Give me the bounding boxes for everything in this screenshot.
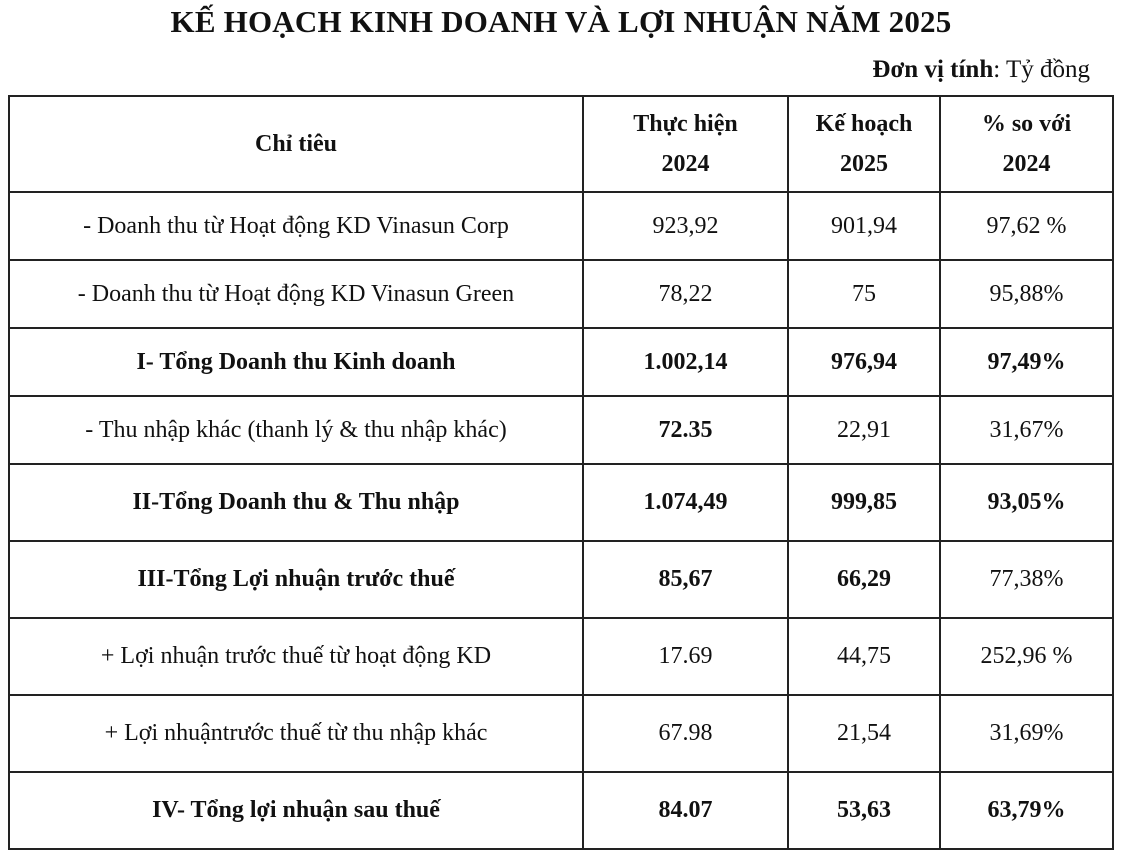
header-percent-vs-2024: % so với 2024 bbox=[939, 95, 1114, 193]
table-header-row: Chỉ tiêu Thực hiện 2024 Kế hoạch 2025 % so… bbox=[8, 95, 1114, 193]
header-chi-tieu: Chỉ tiêu bbox=[8, 95, 584, 193]
header-line: % so với bbox=[981, 111, 1072, 137]
row-label: - Doanh thu từ Hoạt động KD Vinasun Corp bbox=[8, 191, 584, 261]
business-plan-table: Chỉ tiêu Thực hiện 2024 Kế hoạch 2025 % so… bbox=[8, 95, 1114, 850]
cell-actual-2024: 85,67 bbox=[582, 540, 789, 619]
row-label: + Lợi nhuậntrước thuế từ thu nhập khác bbox=[8, 694, 584, 773]
row-label: III-Tổng Lợi nhuận trước thuế bbox=[8, 540, 584, 619]
cell-actual-2024: 1.002,14 bbox=[582, 327, 789, 397]
table-row: III-Tổng Lợi nhuận trước thuế 85,67 66,2… bbox=[8, 540, 1114, 619]
unit-note: Đơn vị tính: Tỷ đồng bbox=[872, 56, 1090, 84]
row-label: II-Tổng Doanh thu & Thu nhập bbox=[8, 463, 584, 542]
cell-actual-2024: 67.98 bbox=[582, 694, 789, 773]
cell-plan-2025: 22,91 bbox=[787, 395, 941, 465]
cell-actual-2024: 17.69 bbox=[582, 617, 789, 696]
unit-label: Đơn vị tính bbox=[872, 56, 994, 83]
cell-plan-2025: 66,29 bbox=[787, 540, 941, 619]
cell-plan-2025: 53,63 bbox=[787, 771, 941, 850]
cell-actual-2024: 1.074,49 bbox=[582, 463, 789, 542]
row-label: + Lợi nhuận trước thuế từ hoạt động KD bbox=[8, 617, 584, 696]
cell-percent: 31,69% bbox=[939, 694, 1114, 773]
header-line: 2024 bbox=[1002, 151, 1051, 177]
cell-plan-2025: 75 bbox=[787, 259, 941, 329]
document-title: KẾ HOẠCH KINH DOANH VÀ LỢI NHUẬN NĂM 202… bbox=[170, 4, 952, 39]
row-label: IV- Tổng lợi nhuận sau thuế bbox=[8, 771, 584, 850]
cell-plan-2025: 21,54 bbox=[787, 694, 941, 773]
unit-value: : Tỷ đồng bbox=[993, 56, 1090, 83]
header-ke-hoach-2025: Kế hoạch 2025 bbox=[787, 95, 941, 193]
cell-actual-2024: 78,22 bbox=[582, 259, 789, 329]
cell-percent: 93,05% bbox=[939, 463, 1114, 542]
table-row: - Doanh thu từ Hoạt động KD Vinasun Gree… bbox=[8, 259, 1114, 329]
cell-actual-2024: 84.07 bbox=[582, 771, 789, 850]
cell-percent: 95,88% bbox=[939, 259, 1114, 329]
row-label: - Doanh thu từ Hoạt động KD Vinasun Gree… bbox=[8, 259, 584, 329]
cell-percent: 31,67% bbox=[939, 395, 1114, 465]
cell-plan-2025: 44,75 bbox=[787, 617, 941, 696]
cell-plan-2025: 976,94 bbox=[787, 327, 941, 397]
table-row: I- Tổng Doanh thu Kinh doanh 1.002,14 97… bbox=[8, 327, 1114, 397]
cell-plan-2025: 901,94 bbox=[787, 191, 941, 261]
cell-percent: 77,38% bbox=[939, 540, 1114, 619]
header-line: 2025 bbox=[840, 151, 888, 177]
header-line: Kế hoạch bbox=[815, 111, 913, 137]
cell-percent: 252,96 % bbox=[939, 617, 1114, 696]
cell-actual-2024: 72.35 bbox=[582, 395, 789, 465]
cell-percent: 97,49% bbox=[939, 327, 1114, 397]
cell-percent: 63,79% bbox=[939, 771, 1114, 850]
header-line: 2024 bbox=[661, 151, 710, 177]
row-label: I- Tổng Doanh thu Kinh doanh bbox=[8, 327, 584, 397]
cell-plan-2025: 999,85 bbox=[787, 463, 941, 542]
table-row: - Doanh thu từ Hoạt động KD Vinasun Corp… bbox=[8, 191, 1114, 261]
table-row: - Thu nhập khác (thanh lý & thu nhập khá… bbox=[8, 395, 1114, 465]
table-row: IV- Tổng lợi nhuận sau thuế 84.07 53,63 … bbox=[8, 771, 1114, 850]
table-row: + Lợi nhuận trước thuế từ hoạt động KD 1… bbox=[8, 617, 1114, 696]
cell-actual-2024: 923,92 bbox=[582, 191, 789, 261]
table-row: II-Tổng Doanh thu & Thu nhập 1.074,49 99… bbox=[8, 463, 1114, 542]
cell-percent: 97,62 % bbox=[939, 191, 1114, 261]
table-row: + Lợi nhuậntrước thuế từ thu nhập khác 6… bbox=[8, 694, 1114, 773]
header-line: Thực hiện bbox=[633, 111, 738, 137]
header-thuc-hien-2024: Thực hiện 2024 bbox=[582, 95, 789, 193]
row-label: - Thu nhập khác (thanh lý & thu nhập khá… bbox=[8, 395, 584, 465]
